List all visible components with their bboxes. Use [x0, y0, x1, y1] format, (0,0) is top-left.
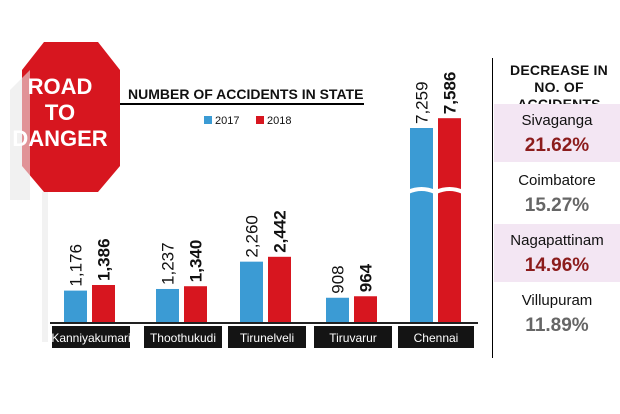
bar-2018-tirunelveli	[268, 256, 291, 322]
legend-label-2017: 2017	[215, 115, 239, 127]
badge-line-1: ROAD	[28, 74, 93, 99]
category-label: Tiruvarur	[329, 331, 377, 345]
bar-2018-thoothukudi	[184, 286, 207, 322]
category-label: Kanniyakumari	[51, 331, 130, 345]
value-label-2018-tirunelveli: 2,442	[271, 210, 290, 253]
bar-2017-thoothukudi	[156, 288, 179, 322]
decrease-value: 21.62%	[524, 135, 590, 156]
title-rule	[120, 103, 364, 105]
value-label-2018-chennai: 7,586	[441, 72, 460, 115]
bar-2017-tiruvarur	[326, 297, 349, 322]
panel-divider	[492, 58, 493, 358]
value-label-2017-chennai: 7,259	[413, 81, 432, 124]
legend-swatch-2017	[204, 116, 212, 124]
category-box-thoothukudi	[144, 326, 222, 348]
legend-label-2018: 2018	[267, 115, 291, 127]
legend-swatch-2018	[256, 116, 264, 124]
decrease-city: Coimbatore	[518, 172, 596, 189]
bar-2018-tiruvarur	[354, 296, 377, 322]
decrease-item-coimbatore: Coimbatore 15.27%	[494, 164, 620, 222]
value-label-2018-thoothukudi: 1,340	[187, 240, 206, 283]
baseline	[50, 322, 478, 324]
bar-2018-chennai	[438, 118, 461, 322]
badge-shadow	[10, 70, 30, 200]
axis-break-mark	[435, 187, 464, 194]
category-box-tiruvarur	[314, 326, 392, 348]
decrease-item-sivaganga: Sivaganga 21.62%	[494, 104, 620, 162]
category-label: Tirunelveli	[240, 331, 294, 345]
category-label: Chennai	[414, 331, 459, 345]
value-label-2018-kanniyakumari: 1,386	[95, 238, 114, 281]
decrease-value: 11.89%	[525, 315, 589, 336]
category-box-chennai	[398, 326, 474, 348]
road-to-danger-octagon	[22, 42, 120, 192]
badge-line-2: TO	[45, 100, 75, 125]
axis-break-mark	[407, 187, 436, 194]
decrease-city: Sivaganga	[521, 112, 593, 129]
decrease-city: Villupuram	[521, 292, 593, 309]
badge-line-3: DANGER	[12, 126, 107, 151]
value-label-2017-tiruvarur: 908	[329, 265, 348, 293]
bar-2017-tirunelveli	[240, 261, 263, 322]
chart-title: NUMBER OF ACCIDENTS IN STATE	[128, 86, 363, 102]
bar-2017-chennai	[410, 128, 433, 322]
value-label-2018-tiruvarur: 964	[357, 263, 376, 292]
decrease-value: 14.96%	[524, 255, 590, 276]
bar-2017-kanniyakumari	[64, 290, 87, 322]
category-box-tirunelveli	[228, 326, 306, 348]
decrease-item-nagapattinam: Nagapattinam 14.96%	[494, 224, 620, 282]
badge-pole	[42, 192, 48, 342]
decrease-value: 15.27%	[524, 195, 590, 216]
decrease-city: Nagapattinam	[510, 232, 604, 249]
decrease-item-villupuram: Villupuram 11.89%	[494, 284, 620, 342]
category-box-kanniyakumari	[52, 326, 130, 348]
value-label-2017-tirunelveli: 2,260	[243, 215, 262, 258]
value-label-2017-thoothukudi: 1,237	[159, 242, 178, 285]
bar-2018-kanniyakumari	[92, 284, 115, 322]
value-label-2017-kanniyakumari: 1,176	[67, 244, 86, 287]
category-label: Thoothukudi	[150, 331, 216, 345]
